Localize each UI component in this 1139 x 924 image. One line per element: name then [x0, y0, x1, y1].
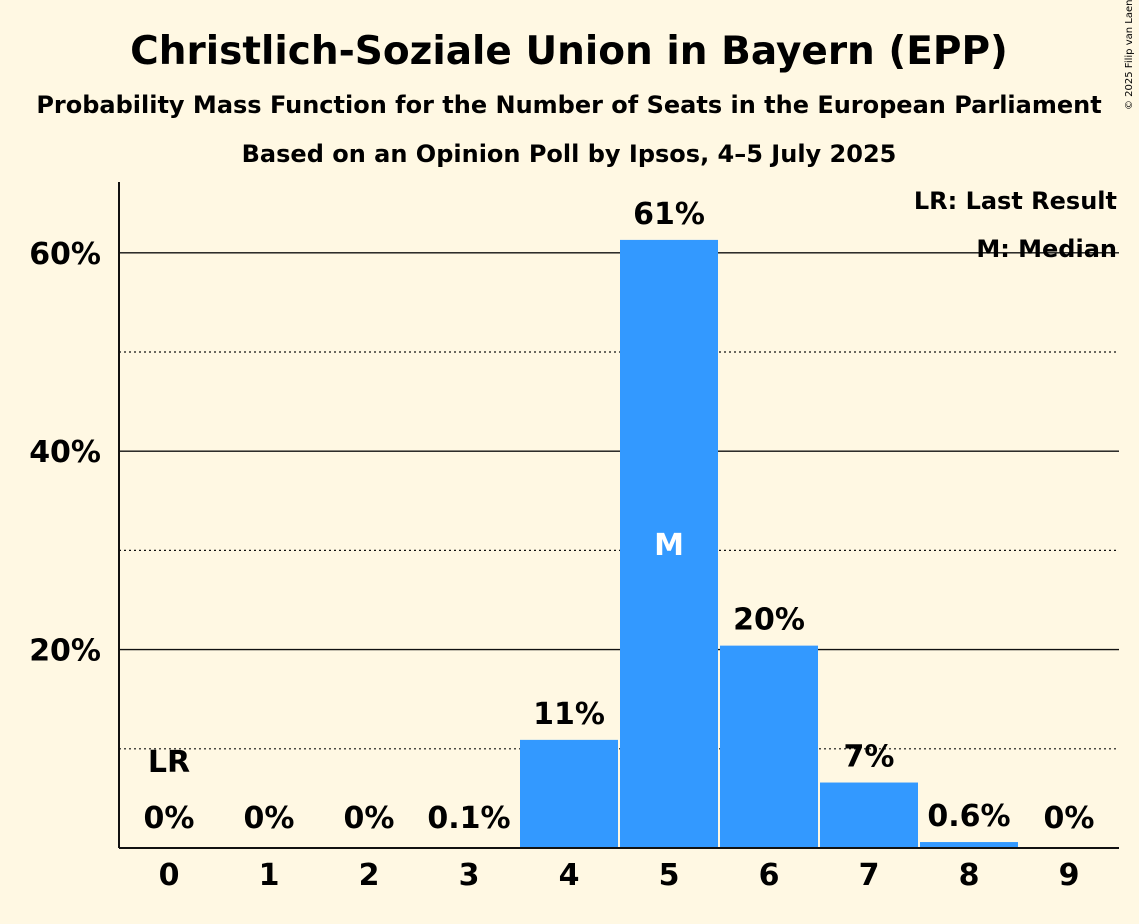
- x-tick-label: 2: [359, 858, 380, 893]
- value-label: 0.6%: [927, 799, 1010, 834]
- y-tick-labels: 20% 40% 60%: [29, 237, 101, 669]
- x-tick-label: 8: [959, 858, 980, 893]
- value-label: 61%: [633, 197, 705, 232]
- chart-title: Christlich-Soziale Union in Bayern (EPP): [130, 29, 1008, 74]
- gridlines: [119, 252, 1119, 750]
- value-labels: 0% LR 0% 0% 0.1% 11% 61% M 20% 7% 0.6% 0%: [144, 197, 1095, 836]
- x-tick-label: 1: [259, 858, 280, 893]
- bar: [820, 782, 918, 848]
- x-tick-labels: 0 1 2 3 4 5 6 7 8 9: [159, 858, 1080, 893]
- value-label: 11%: [533, 697, 605, 732]
- legend-median: M: Median: [976, 235, 1117, 263]
- y-tick-label: 60%: [29, 237, 101, 272]
- chart-subtitle-source: Based on an Opinion Poll by Ipsos, 4–5 J…: [242, 140, 897, 168]
- value-label: 0%: [1044, 801, 1095, 836]
- bar: [520, 739, 618, 848]
- value-label: 0%: [344, 801, 395, 836]
- x-tick-label: 4: [559, 858, 580, 893]
- last-result-marker: LR: [148, 745, 190, 780]
- chart-subtitle: Probability Mass Function for the Number…: [36, 91, 1101, 119]
- x-tick-label: 3: [459, 858, 480, 893]
- y-tick-label: 40%: [29, 435, 101, 470]
- value-label: 0%: [144, 801, 195, 836]
- x-tick-label: 9: [1059, 858, 1080, 893]
- y-tick-label: 20%: [29, 634, 101, 669]
- bars: [420, 239, 1018, 849]
- copyright-text: © 2025 Filip van Laenen: [1124, 0, 1135, 110]
- x-tick-label: 5: [659, 858, 680, 893]
- bar: [920, 842, 1018, 848]
- bar: [720, 645, 818, 848]
- x-tick-label: 0: [159, 858, 180, 893]
- x-tick-label: 7: [859, 858, 880, 893]
- value-label: 7%: [844, 740, 895, 775]
- x-tick-label: 6: [759, 858, 780, 893]
- value-label: 20%: [733, 603, 805, 638]
- legend-last-result: LR: Last Result: [914, 187, 1117, 215]
- bar: [620, 239, 718, 849]
- value-label: 0%: [244, 801, 295, 836]
- median-marker: M: [654, 528, 684, 563]
- value-label: 0.1%: [427, 801, 510, 836]
